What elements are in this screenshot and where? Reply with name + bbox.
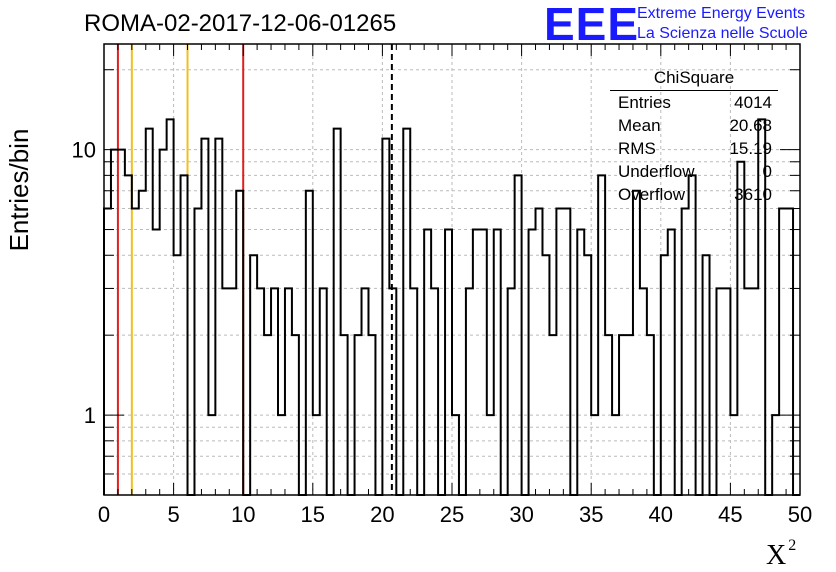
histogram-bin: [786, 209, 793, 495]
x-tick-label: 20: [370, 502, 394, 527]
histogram-bin: [334, 129, 341, 495]
histogram-bin: [320, 288, 327, 495]
histogram-bin: [104, 209, 111, 495]
stats-row-mean: Mean 20.68: [618, 116, 772, 135]
histogram-bin: [445, 230, 452, 495]
histogram-bin: [229, 288, 236, 495]
histogram-bin: [737, 162, 744, 495]
histogram-bin: [132, 209, 139, 495]
histogram-bin: [716, 288, 723, 495]
histogram-bin: [529, 230, 536, 495]
histogram-bin: [111, 150, 118, 495]
histogram-bin: [508, 288, 515, 495]
histogram-bin: [744, 288, 751, 495]
histogram-bin: [222, 288, 229, 495]
histogram-bin: [250, 255, 257, 495]
x-tick-label: 10: [231, 502, 255, 527]
x-tick-label: 35: [579, 502, 603, 527]
x-tick-label: 40: [649, 502, 673, 527]
histogram-bin: [668, 230, 675, 495]
histogram-bin: [285, 288, 292, 495]
histogram-bin: [584, 255, 591, 495]
histogram-bin: [751, 288, 758, 495]
histogram-bin: [382, 139, 389, 495]
histogram-bin: [779, 209, 786, 495]
stats-row-rms: RMS 15.19: [618, 139, 772, 158]
chart-title: ROMA-02-2017-12-06-01265: [84, 10, 397, 37]
histogram-bin: [118, 150, 125, 495]
histogram-bin: [306, 191, 313, 495]
logo-subtitle-line1: Extreme Energy Events: [637, 5, 806, 22]
logo-subtitle-line2: La Scienza nelle Scuole: [637, 25, 808, 42]
x-tick-label: 50: [788, 502, 812, 527]
histogram-bin: [403, 129, 410, 495]
stats-box-title: ChiSquare: [653, 68, 735, 87]
histogram-bin: [542, 255, 549, 495]
histogram-bin: [194, 209, 201, 495]
histogram-bin: [271, 288, 278, 495]
histogram-bin: [577, 230, 584, 495]
histogram-bin: [424, 230, 431, 495]
y-tick-label: 1: [84, 403, 96, 428]
histogram-bin: [536, 209, 543, 495]
x-tick-label: 5: [167, 502, 179, 527]
y-axis-label: Entries/bin: [4, 128, 34, 252]
histogram-bin: [160, 150, 167, 495]
histogram-bin: [201, 139, 208, 495]
histogram-bin: [723, 288, 730, 495]
histogram-bin: [139, 191, 146, 495]
x-tick-label: 30: [509, 502, 533, 527]
x-tick-label: 15: [301, 502, 325, 527]
histogram-bin: [661, 255, 668, 495]
x-tick-label: 0: [98, 502, 110, 527]
histogram-bin: [563, 209, 570, 495]
histogram-bin: [556, 209, 563, 495]
histogram-bin: [640, 288, 647, 495]
histogram-bin: [153, 230, 160, 495]
y-tick-label: 10: [72, 138, 96, 163]
histogram-bin: [473, 230, 480, 495]
stats-row-overflow: Overflow 3610: [618, 185, 772, 204]
stats-row-underflow: Underflow 0: [618, 162, 772, 181]
histogram-bin: [410, 288, 417, 495]
histogram-bin: [257, 288, 264, 495]
stats-box-divider: [610, 90, 778, 91]
x-tick-label: 45: [718, 502, 742, 527]
stats-box: ChiSquare Entries 4014 Mean 20.68 RMS 15.19…: [610, 68, 778, 210]
stats-row-entries: Entries 4014: [618, 93, 772, 112]
histogram-bin: [480, 230, 487, 495]
eee-logo-mark: EEE: [544, 0, 640, 50]
histogram-bin: [174, 255, 181, 495]
histogram-bin: [431, 288, 438, 495]
histogram-bin: [703, 255, 710, 495]
histogram-bin: [633, 191, 640, 495]
histogram-bin: [466, 288, 473, 495]
histogram-bin: [215, 139, 222, 495]
histogram-bin: [236, 191, 243, 495]
eee-logo: EEE Extreme Energy Events La Scienza nel…: [544, 0, 836, 50]
histogram-bin: [362, 288, 369, 495]
histogram-bin: [682, 209, 689, 495]
histogram-bin: [494, 230, 501, 495]
x-tick-label: 25: [440, 502, 464, 527]
histogram-bin: [146, 129, 153, 495]
